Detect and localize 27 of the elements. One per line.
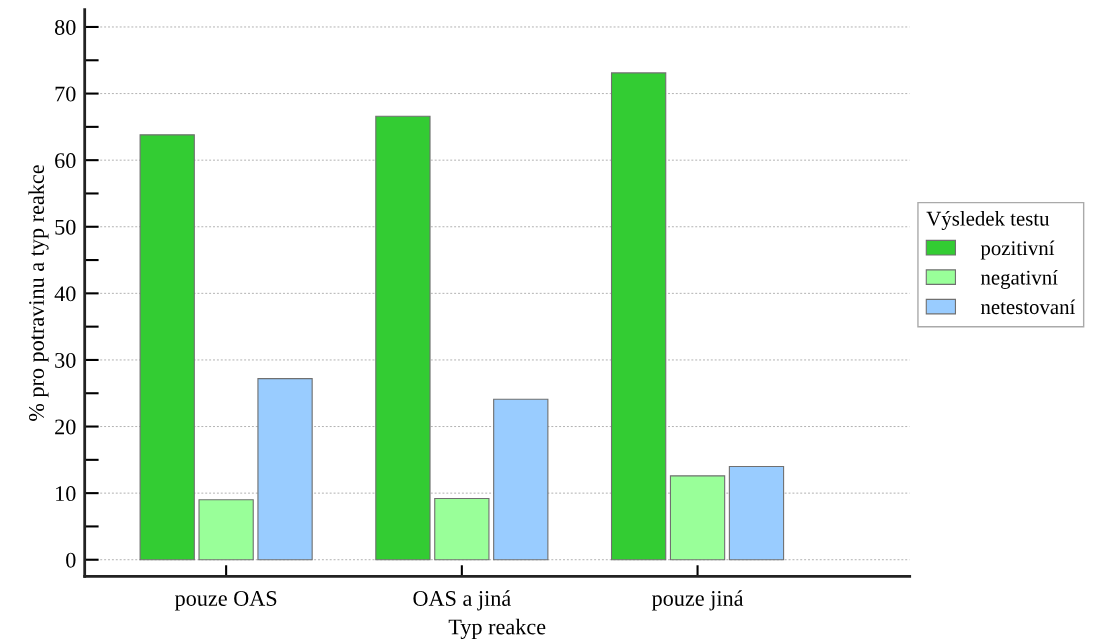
bar (375, 115, 431, 561)
y-tick-label: 10 (56, 486, 76, 502)
y-axis-title: % pro potravinu a typ reakce (28, 165, 49, 421)
x-tick-label: pouze jiná (651, 590, 744, 611)
y-tick-label: 0 (66, 552, 76, 568)
legend-label: netestovaní (980, 299, 1076, 315)
x-axis-title: Typ reakce (448, 618, 546, 639)
bar (198, 499, 254, 561)
y-tick-label: 60 (55, 153, 76, 169)
legend-label: pozitivní (980, 240, 1055, 260)
y-tick-label: 80 (54, 19, 76, 35)
y-tick-label: 50 (55, 219, 76, 235)
bar (610, 72, 667, 561)
bar (493, 398, 549, 561)
y-tick-label: 30 (55, 352, 76, 368)
y-tick-label: 20 (55, 419, 76, 435)
bar (139, 134, 195, 561)
bar (434, 497, 490, 561)
legend-title: Výsledek testu (926, 211, 1050, 230)
y-tick-label: 70 (55, 86, 76, 102)
y-tick-label: 40 (54, 286, 76, 302)
x-tick-label: pouze OAS (174, 590, 277, 611)
bar (669, 475, 726, 561)
legend-label: negativní (980, 269, 1058, 289)
bar (257, 378, 313, 561)
x-tick-label: OAS a jiná (413, 590, 511, 611)
bar (728, 465, 785, 561)
